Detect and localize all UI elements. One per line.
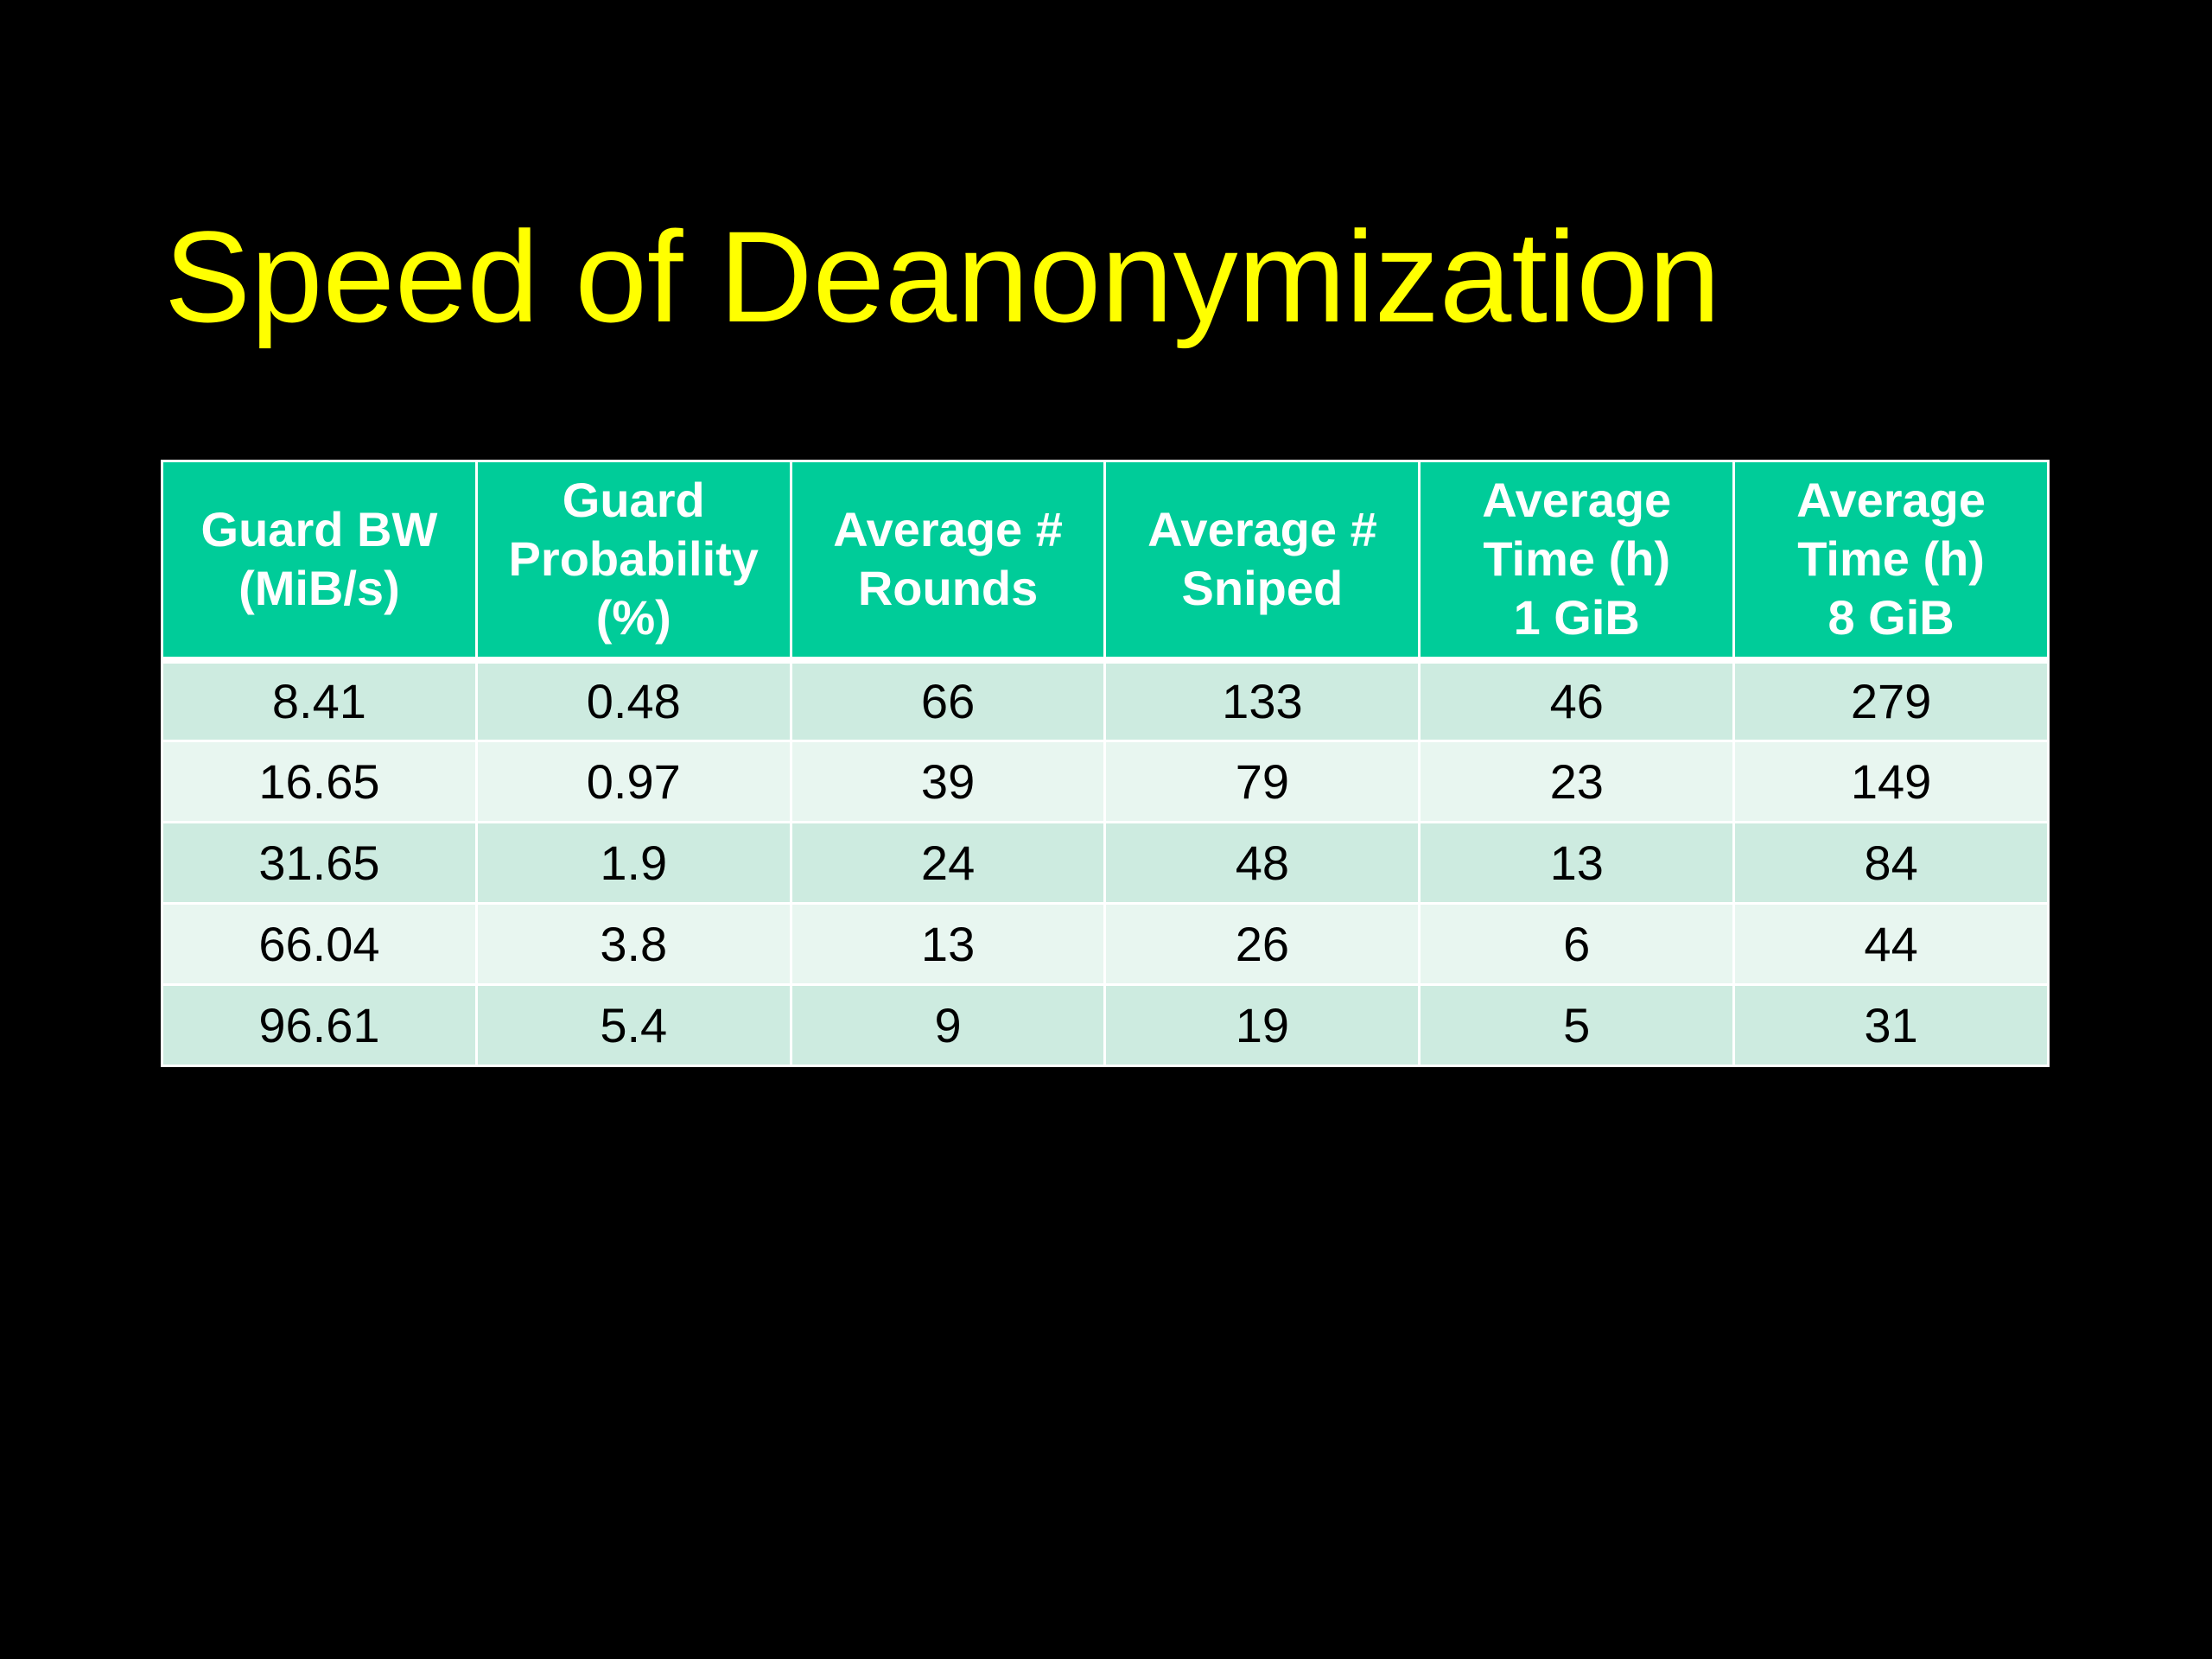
header-line: Average # — [833, 502, 1063, 557]
table-row: 96.61 5.4 9 19 5 31 — [161, 983, 2050, 1067]
cell-average-time-1gib: 5 — [1418, 983, 1736, 1067]
header-guard-probability: Guard Probability (%) — [474, 460, 792, 664]
cell-average-time-1gib: 13 — [1418, 821, 1736, 905]
header-line: Rounds — [857, 561, 1039, 616]
cell-average-sniped: 26 — [1103, 902, 1421, 986]
cell-guard-probability: 0.97 — [474, 740, 792, 823]
cell-average-rounds: 9 — [789, 983, 1107, 1067]
cell-average-sniped: 133 — [1103, 658, 1421, 742]
header-guard-bw: Guard BW (MiB/s) — [161, 460, 478, 664]
cell-average-time-8gib: 149 — [1732, 740, 2050, 823]
header-line: Guard BW — [200, 502, 438, 557]
header-line: Probability — [508, 531, 759, 587]
table-row: 31.65 1.9 24 48 13 84 — [161, 821, 2050, 905]
cell-guard-bw: 8.41 — [161, 658, 478, 742]
header-line: Sniped — [1181, 561, 1344, 616]
table-container: Guard BW (MiB/s) Guard Probability (%) A… — [161, 460, 2050, 1067]
header-line: 8 GiB — [1827, 590, 1955, 645]
cell-average-time-8gib: 31 — [1732, 983, 2050, 1067]
cell-average-rounds: 13 — [789, 902, 1107, 986]
header-line: Average — [1482, 473, 1672, 528]
header-average-rounds: Average # Rounds — [789, 460, 1107, 664]
cell-guard-bw: 96.61 — [161, 983, 478, 1067]
cell-average-rounds: 39 — [789, 740, 1107, 823]
header-line: (%) — [595, 590, 671, 645]
cell-average-sniped: 19 — [1103, 983, 1421, 1067]
cell-average-sniped: 48 — [1103, 821, 1421, 905]
header-average-time-8gib: Average Time (h) 8 GiB — [1732, 460, 2050, 664]
table-row: 16.65 0.97 39 79 23 149 — [161, 740, 2050, 823]
cell-guard-bw: 31.65 — [161, 821, 478, 905]
cell-average-time-1gib: 6 — [1418, 902, 1736, 986]
header-line: 1 GiB — [1513, 590, 1640, 645]
cell-guard-probability: 3.8 — [474, 902, 792, 986]
table-row: 8.41 0.48 66 133 46 279 — [161, 658, 2050, 742]
cell-average-rounds: 24 — [789, 821, 1107, 905]
cell-average-time-8gib: 44 — [1732, 902, 2050, 986]
cell-guard-probability: 1.9 — [474, 821, 792, 905]
header-line: Time (h) — [1483, 531, 1671, 587]
header-line: Guard — [562, 473, 705, 528]
cell-average-time-8gib: 279 — [1732, 658, 2050, 742]
cell-average-sniped: 79 — [1103, 740, 1421, 823]
data-table: Guard BW (MiB/s) Guard Probability (%) A… — [161, 460, 2050, 1067]
cell-guard-bw: 66.04 — [161, 902, 478, 986]
cell-average-time-8gib: 84 — [1732, 821, 2050, 905]
header-line: Average # — [1147, 502, 1377, 557]
cell-guard-bw: 16.65 — [161, 740, 478, 823]
cell-average-time-1gib: 23 — [1418, 740, 1736, 823]
table-row: 66.04 3.8 13 26 6 44 — [161, 902, 2050, 986]
table-header-row: Guard BW (MiB/s) Guard Probability (%) A… — [161, 460, 2050, 664]
cell-guard-probability: 0.48 — [474, 658, 792, 742]
header-average-sniped: Average # Sniped — [1103, 460, 1421, 664]
header-line: Average — [1796, 473, 1986, 528]
cell-guard-probability: 5.4 — [474, 983, 792, 1067]
cell-average-rounds: 66 — [789, 658, 1107, 742]
cell-average-time-1gib: 46 — [1418, 658, 1736, 742]
header-line: (MiB/s) — [238, 561, 400, 616]
header-average-time-1gib: Average Time (h) 1 GiB — [1418, 460, 1736, 664]
header-line: Time (h) — [1797, 531, 1985, 587]
slide-title: Speed of Deanonymization — [164, 204, 1721, 349]
